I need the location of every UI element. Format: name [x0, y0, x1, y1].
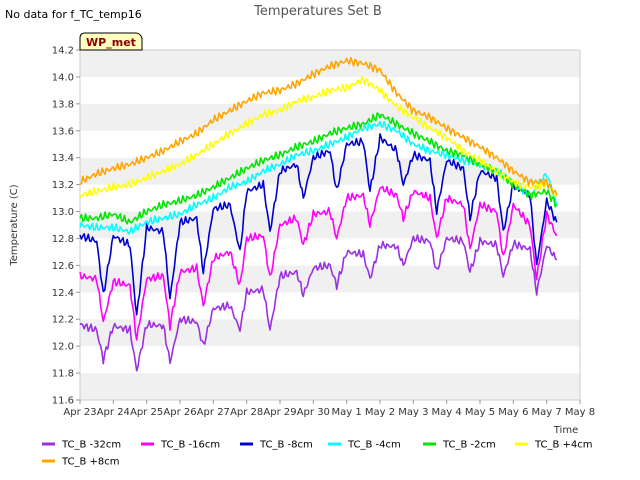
y-tick-label: 12.0	[52, 342, 74, 353]
y-tick-label: 12.6	[52, 261, 74, 272]
series-line	[79, 185, 558, 341]
series-line	[79, 234, 558, 372]
y-axis-ticks: 11.6 11.8 12.0 12.2 12.4 12.6 12.8 13.0 13.2 13.4…	[52, 46, 80, 407]
x-tick-label: May 6	[498, 407, 528, 418]
grid-band	[80, 319, 580, 347]
grid-band	[80, 346, 580, 374]
grid-band	[80, 157, 580, 185]
y-tick-label: 13.6	[52, 126, 74, 137]
y-tick-label: 13.8	[52, 99, 74, 110]
y-tick-label: 13.4	[52, 153, 74, 164]
y-tick-label: 13.2	[52, 180, 74, 191]
y-tick-label: 12.2	[52, 315, 74, 326]
series-line	[79, 112, 558, 225]
y-tick-label: 11.6	[52, 396, 74, 407]
series-line	[79, 133, 558, 316]
legend-label: TC_B -4cm	[347, 440, 401, 451]
x-tick-label: Apr 23	[63, 407, 96, 418]
x-tick-label: Apr 29	[263, 407, 296, 418]
x-tick-label: May 3	[398, 407, 428, 418]
legend-label: TC_B +4cm	[534, 440, 593, 451]
y-tick-label: 14.2	[52, 46, 74, 57]
chart-title: Temperatures Set B	[253, 4, 382, 19]
x-tick-label: Apr 27	[197, 407, 230, 418]
y-tick-label: 14.0	[52, 72, 74, 83]
series-lines	[79, 56, 558, 372]
legend-label: TC_B -2cm	[442, 440, 496, 451]
x-tick-label: Apr 24	[97, 407, 130, 418]
legend-label: TC_B -32cm	[61, 440, 121, 451]
wp-met-badge: WP_met	[79, 32, 143, 51]
y-tick-label: 11.8	[52, 369, 74, 380]
x-axis-ticks: Apr 23 Apr 24 Apr 25 Apr 26 Apr 27 Apr 28 Apr …	[63, 400, 595, 418]
grid-band	[80, 103, 580, 131]
series-line	[79, 56, 558, 196]
grid-band	[80, 184, 580, 212]
badge-label: WP_met	[86, 36, 136, 49]
grid-band	[80, 76, 580, 104]
y-tick-label: 13.0	[52, 207, 74, 218]
no-data-note: No data for f_TC_temp16	[5, 8, 142, 21]
x-tick-label: Apr 28	[230, 407, 263, 418]
x-tick-label: Apr 26	[163, 407, 196, 418]
x-tick-label: May 7	[532, 407, 562, 418]
legend-label: TC_B -8cm	[259, 440, 313, 451]
grid-band	[80, 50, 580, 77]
y-axis-label: Temperature (C)	[9, 184, 20, 266]
x-tick-label: May 2	[365, 407, 395, 418]
y-tick-label: 12.8	[52, 234, 74, 245]
x-axis-label: Time	[553, 425, 578, 436]
y-tick-label: 12.4	[52, 288, 74, 299]
grid-band	[80, 292, 580, 320]
x-tick-label: Apr 25	[130, 407, 163, 418]
legend-label: TC_B -16cm	[160, 440, 220, 451]
legend-label: TC_B +8cm	[61, 457, 120, 468]
legend: TC_B -32cm TC_B -16cm TC_B -8cm TC_B -4cm TC…	[42, 440, 593, 468]
x-tick-label: Apr 30	[297, 407, 330, 418]
x-tick-label: May 4	[432, 407, 462, 418]
x-tick-label: May 5	[465, 407, 495, 418]
series-line	[79, 75, 558, 198]
x-tick-label: May 8	[565, 407, 595, 418]
grid-band	[80, 373, 580, 400]
x-tick-label: May 1	[332, 407, 362, 418]
